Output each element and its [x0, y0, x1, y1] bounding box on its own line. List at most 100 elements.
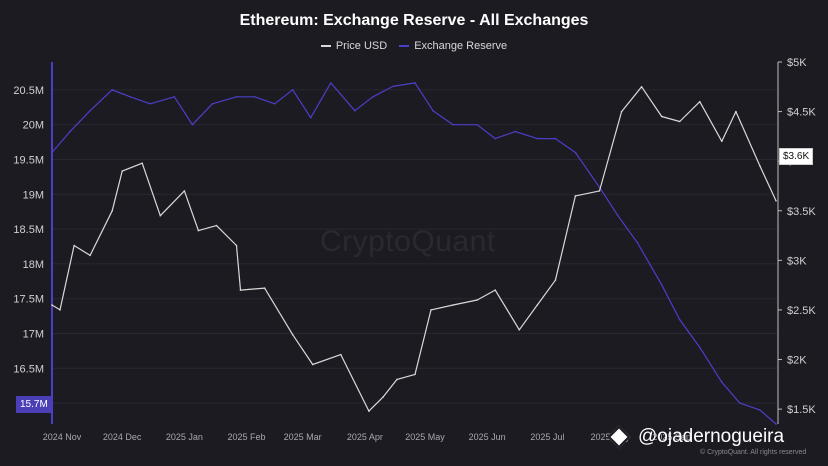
- y-left-tick-label: 20M: [23, 120, 44, 132]
- reserve-point: [616, 214, 619, 216]
- binance-logo-icon: [607, 425, 631, 449]
- reserve-point: [775, 423, 777, 425]
- reserve-point: [636, 242, 639, 244]
- price-point: [699, 100, 701, 103]
- reserve-point: [235, 96, 238, 98]
- y-left-tick-label: 18.5M: [13, 224, 44, 236]
- reserve-point: [129, 96, 131, 98]
- reserve-point: [173, 96, 176, 98]
- reserve-point: [452, 123, 454, 126]
- legend-label-price: Price USD: [335, 40, 388, 52]
- x-tick-label: 2025 Jun: [469, 432, 506, 442]
- price-point: [721, 140, 723, 143]
- grid-lines: [52, 89, 778, 404]
- reserve-point: [89, 109, 91, 112]
- price-point: [518, 329, 521, 331]
- reserve-point: [494, 137, 497, 140]
- price-point: [121, 170, 123, 172]
- price-point: [368, 410, 370, 412]
- y-right-tick-label: $2.5K: [787, 305, 816, 317]
- y-right-tick-label: $5K: [787, 57, 807, 69]
- reserve-last-value-tag: 15.7M: [16, 396, 52, 413]
- price-point: [414, 373, 416, 376]
- reserve-point: [699, 346, 701, 349]
- price-point: [660, 115, 663, 118]
- y-right-tick-label: $3K: [787, 255, 807, 267]
- price-point: [678, 120, 681, 123]
- legend-swatch-reserve: [399, 45, 410, 47]
- chart-title: Ethereum: Exchange Reserve - All Exchang…: [239, 12, 589, 29]
- reserve-point: [759, 409, 761, 411]
- reserve-point: [721, 381, 723, 384]
- price-point: [111, 210, 113, 212]
- x-tick-label: 2025 Sep: [652, 432, 691, 442]
- watermark: CryptoQuant: [320, 225, 496, 258]
- price-point: [759, 165, 761, 167]
- x-tick-label: 2024 Nov: [43, 432, 82, 442]
- y-left-tick-label: 17M: [23, 329, 44, 341]
- price-point: [51, 304, 53, 306]
- price-point: [554, 279, 557, 282]
- price-point: [215, 224, 218, 227]
- y-left-tick-label: 19.5M: [13, 154, 44, 166]
- price-point: [396, 378, 398, 381]
- price-point: [430, 309, 432, 311]
- reserve-point: [432, 109, 434, 112]
- y-right-tick-label: $4.5K: [787, 107, 816, 119]
- y-right-tick-label: $1.5K: [787, 404, 816, 416]
- reserve-point: [739, 402, 741, 404]
- price-point: [574, 195, 577, 197]
- price-last-value-tag: $3.6K: [779, 148, 814, 165]
- price-point: [598, 190, 601, 192]
- axes: 20.5M20M19.5M19M18.5M18M17.5M17M16.5M16M…: [13, 57, 816, 442]
- reserve-point: [660, 284, 663, 286]
- reserve-point: [51, 151, 53, 154]
- reserve-point: [372, 96, 374, 98]
- x-tick-label: 2025 Mar: [284, 432, 322, 442]
- reserve-point: [191, 123, 194, 126]
- author-handle: @ojadernogueira: [607, 425, 785, 449]
- y-left-tick-label: 19M: [23, 189, 44, 201]
- reserve-point: [354, 109, 356, 112]
- price-point: [452, 304, 454, 306]
- author-handle-text: @ojadernogueira: [638, 426, 785, 447]
- legend-swatch-price: [320, 45, 331, 47]
- reserve-point: [330, 82, 332, 84]
- price-point: [640, 86, 643, 88]
- reserve-point: [291, 89, 294, 91]
- reserve-point: [574, 151, 577, 154]
- price-point: [159, 214, 162, 217]
- reserve-point: [536, 137, 539, 140]
- y-left-tick-label: 18M: [23, 259, 44, 271]
- reserve-point: [678, 318, 681, 321]
- price-point: [536, 304, 539, 306]
- price-point: [311, 363, 314, 366]
- y-left-tick-label: 16.5M: [13, 363, 44, 375]
- reserve-point: [273, 103, 276, 105]
- chart-legend: Price USD Exchange Reserve: [0, 40, 828, 52]
- series-lines: [51, 82, 777, 425]
- y-left-tick-label: 17.5M: [13, 294, 44, 306]
- reserve-point: [514, 130, 517, 133]
- x-tick-label: 2025 Jan: [166, 432, 203, 442]
- price-point: [73, 244, 75, 247]
- reserve-point: [392, 85, 394, 88]
- price-point: [141, 162, 143, 164]
- price-point: [197, 229, 200, 232]
- legend-label-reserve: Exchange Reserve: [414, 40, 508, 52]
- price-point: [59, 309, 61, 311]
- copyright-text: © CryptoQuant. All rights reserved: [700, 449, 807, 456]
- y-right-tick-label: $2K: [787, 355, 807, 367]
- y-left-tick-label: 20.5M: [13, 85, 44, 97]
- legend-item-reserve[interactable]: Exchange Reserve: [399, 40, 507, 52]
- x-tick-label: 2025 Feb: [227, 432, 265, 442]
- price-point: [239, 289, 242, 291]
- x-tick-label: 2025 Apr: [347, 432, 383, 442]
- reserve-point: [69, 130, 71, 133]
- legend-item-price[interactable]: Price USD: [320, 40, 388, 52]
- reserve-point: [149, 103, 152, 105]
- price-point: [89, 254, 91, 257]
- reserve-point: [476, 123, 479, 126]
- reserve-point: [211, 103, 214, 105]
